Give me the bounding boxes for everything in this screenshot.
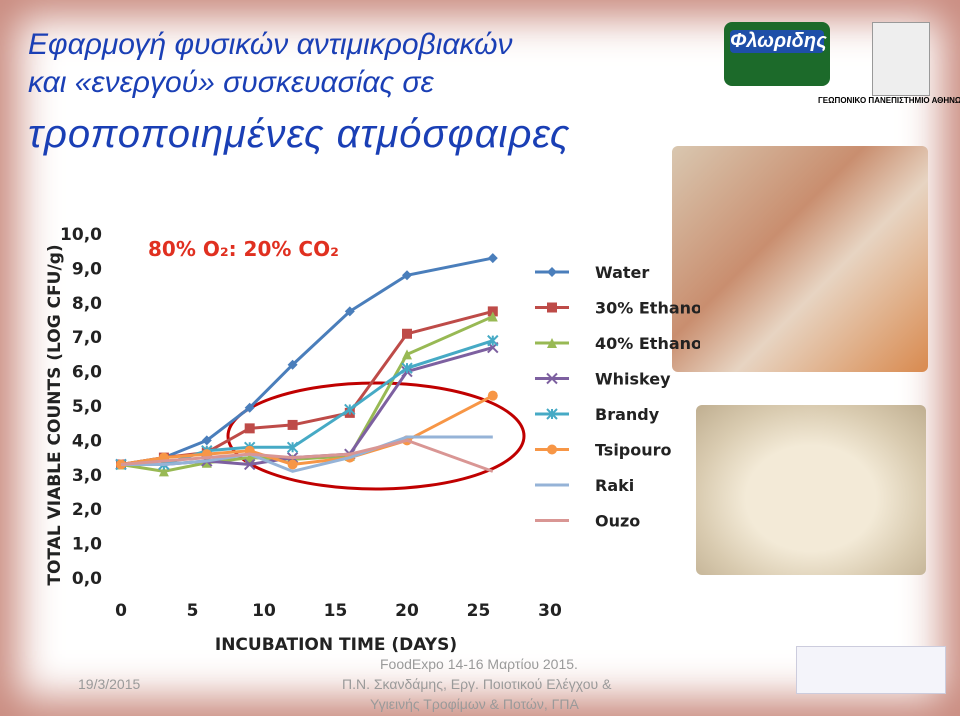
data-point xyxy=(546,408,558,420)
legend-label: Brandy xyxy=(595,405,660,424)
series-line xyxy=(120,394,494,467)
company-logo: Φλωριδης xyxy=(724,22,830,86)
data-point xyxy=(287,419,298,430)
data-point xyxy=(405,435,409,439)
y-tick-label: 0,0 xyxy=(72,569,102,589)
data-point xyxy=(344,403,356,416)
x-tick-label: 25 xyxy=(467,601,491,621)
series-line xyxy=(121,435,493,473)
data-point xyxy=(201,435,212,446)
y-tick-label: 7,0 xyxy=(72,328,102,348)
data-point xyxy=(344,306,355,317)
y-tick-label: 5,0 xyxy=(72,397,102,417)
data-point xyxy=(248,452,252,456)
data-point xyxy=(547,444,557,455)
y-tick-label: 2,0 xyxy=(72,500,102,520)
footer-line: Π.Ν. Σκανδάμης, Εργ. Ποιοτικού Ελέγχου & xyxy=(342,676,612,692)
data-point xyxy=(401,362,413,374)
company-logo-text: Φλωριδης xyxy=(730,30,827,53)
y-axis-label: TOTAL VIABLE COUNTS (LOG CFU/g) xyxy=(45,244,65,585)
photo-packages xyxy=(672,146,928,372)
chart: 80% O₂: 20% CO₂ TOTAL VIABLE COUNTS (LOG … xyxy=(45,225,700,655)
data-point xyxy=(244,452,255,463)
data-point xyxy=(402,328,412,339)
legend-label: 30% Ethanol xyxy=(595,299,700,318)
data-point xyxy=(487,311,498,322)
data-point xyxy=(546,372,558,385)
data-point xyxy=(201,457,212,468)
data-point xyxy=(287,359,298,370)
data-point xyxy=(205,459,209,463)
data-point xyxy=(162,459,166,463)
data-point xyxy=(162,462,166,466)
y-tick-label: 9,0 xyxy=(72,259,102,279)
data-point xyxy=(547,338,557,348)
y-tick-label: 8,0 xyxy=(72,294,102,314)
data-point xyxy=(487,390,498,401)
y-tick-label: 10,0 xyxy=(60,225,102,245)
legend-label: Tsipouro xyxy=(595,441,672,460)
chart-title: 80% O₂: 20% CO₂ xyxy=(148,237,339,261)
data-point xyxy=(487,306,498,317)
legend-label: 40% Ethanol xyxy=(595,334,700,353)
data-point xyxy=(547,267,557,277)
y-tick-label: 1,0 xyxy=(72,535,102,555)
data-point xyxy=(402,349,412,360)
title-line: και «ενεργού» συσκευασίας σε xyxy=(28,66,434,99)
data-point xyxy=(286,441,299,453)
footer-line: Υγιεινής Τροφίμων & Ποτών, ΓΠΑ xyxy=(370,696,579,712)
series-line xyxy=(120,438,494,473)
footer-line: FoodExpo 14-16 Μαρτίου 2015. xyxy=(380,656,578,672)
x-tick-label: 20 xyxy=(395,601,419,621)
data-point xyxy=(291,456,295,460)
y-tick-label: 6,0 xyxy=(72,363,102,383)
data-point xyxy=(487,253,498,264)
title-line: Εφαρμογή φυσικών αντιμικροβιακών xyxy=(28,28,513,61)
data-point xyxy=(547,302,557,313)
series-line xyxy=(120,315,494,473)
data-point xyxy=(287,459,298,470)
x-tick-label: 15 xyxy=(324,601,348,621)
data-point xyxy=(243,458,256,471)
x-axis-label: INCUBATION TIME (DAYS) xyxy=(215,635,457,655)
series-line xyxy=(121,339,494,466)
university-name: ΓΕΩΠΟΝΙΚΟ ΠΑΝΕΠΙΣΤΗΜΙΟ ΑΘΗΝΩΝ xyxy=(818,96,960,105)
legend-label: Raki xyxy=(595,476,634,495)
data-point xyxy=(402,270,412,281)
data-point xyxy=(348,452,352,456)
x-tick-label: 10 xyxy=(252,601,276,621)
data-point xyxy=(205,456,209,460)
data-point xyxy=(491,435,495,439)
x-tick-label: 0 xyxy=(115,601,127,621)
x-tick-label: 5 xyxy=(187,601,199,621)
eu-logos xyxy=(796,646,946,694)
title-line: τροποποιημένες ατμόσφαιρες xyxy=(28,112,571,156)
data-point xyxy=(158,466,169,477)
data-point xyxy=(119,462,123,466)
legend-label: Whiskey xyxy=(595,370,671,389)
data-point xyxy=(487,334,499,347)
y-tick-label: 4,0 xyxy=(72,431,102,451)
legend-label: Water xyxy=(595,263,649,282)
date: 19/3/2015 xyxy=(78,676,141,692)
data-point xyxy=(491,469,495,473)
data-point xyxy=(348,456,352,460)
data-point xyxy=(405,438,409,442)
photo-sample xyxy=(696,405,926,575)
highlight-ellipse xyxy=(226,381,526,491)
series-line xyxy=(121,346,494,466)
data-point xyxy=(291,469,295,473)
y-tick-label: 3,0 xyxy=(72,466,102,486)
x-tick-label: 30 xyxy=(538,601,562,621)
data-point xyxy=(244,402,255,413)
series-line xyxy=(120,256,494,466)
legend-label: Ouzo xyxy=(595,512,640,531)
data-point xyxy=(244,423,255,434)
university-emblem xyxy=(872,22,930,96)
